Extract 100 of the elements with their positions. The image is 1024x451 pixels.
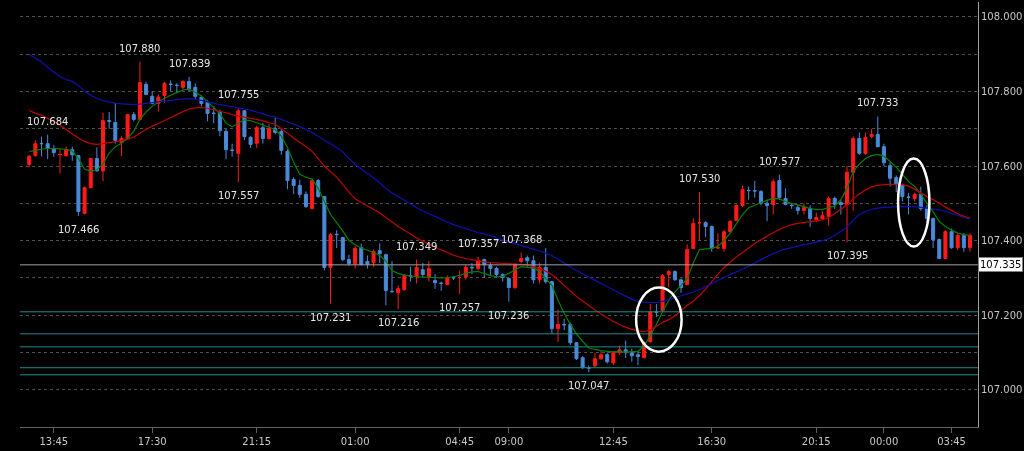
candlestick — [697, 191, 702, 242]
y-tick-label: 107.400 — [981, 235, 1023, 247]
candlestick — [322, 195, 327, 271]
candlestick — [869, 128, 874, 138]
candlestick — [715, 232, 720, 250]
candlestick — [961, 232, 966, 253]
candlestick — [365, 255, 370, 270]
candlestick — [746, 186, 751, 201]
candlestick — [76, 154, 81, 217]
candlestick — [113, 102, 118, 145]
candlestick — [758, 189, 763, 206]
candlestick — [469, 262, 474, 275]
candlestick — [27, 154, 32, 168]
candlestick — [556, 309, 561, 343]
candlestick — [845, 165, 850, 243]
candlestick — [297, 179, 302, 199]
annotation: 107.357 — [458, 238, 500, 249]
candlestick — [168, 79, 173, 92]
candlestick — [801, 202, 806, 215]
candlestick — [396, 284, 401, 310]
candlestick — [310, 179, 315, 210]
candlestick — [254, 125, 259, 149]
annotation: 107.755 — [218, 89, 260, 100]
candlestick — [795, 204, 800, 215]
annotation: 107.577 — [759, 156, 801, 167]
x-tick-label: 12:45 — [598, 436, 628, 447]
candlestick — [267, 123, 272, 141]
candlestick — [371, 249, 376, 268]
candlestick — [303, 190, 308, 209]
candlestick — [107, 111, 112, 130]
candlestick — [383, 253, 388, 306]
candlestick — [666, 269, 671, 288]
x-tick-label: 17:30 — [137, 436, 167, 447]
candlestick — [771, 178, 776, 215]
x-tick-label: 04:45 — [445, 436, 475, 447]
y-tick-label: 107.600 — [981, 160, 1023, 172]
candlestick — [685, 243, 690, 286]
candlestick — [881, 143, 886, 167]
candlestick — [439, 281, 444, 292]
candlestick — [912, 192, 917, 202]
candlestick — [223, 128, 228, 160]
candlestick — [808, 204, 813, 228]
candlestick — [672, 269, 677, 282]
candlestick — [334, 229, 339, 249]
annotation: 107.839 — [169, 58, 211, 69]
y-tick-label: 107.200 — [981, 309, 1023, 321]
candlestick — [353, 245, 358, 270]
candlestick — [814, 212, 819, 223]
candlestick — [943, 229, 948, 260]
y-tick-label: 108.000 — [981, 11, 1023, 23]
line-series — [28, 53, 971, 304]
candlestick — [39, 136, 44, 157]
candlestick — [340, 236, 345, 262]
candlestick — [851, 135, 856, 212]
candlestick — [703, 220, 708, 238]
x-tick-label: 16:30 — [697, 436, 727, 447]
candlestick — [174, 82, 179, 94]
candlestick — [525, 255, 530, 268]
candlestick — [144, 81, 149, 96]
candlestick — [857, 131, 862, 156]
annotation: 107.880 — [119, 43, 161, 54]
candlestick — [33, 139, 38, 158]
annotation: 107.047 — [568, 380, 610, 391]
candlestick — [45, 134, 50, 160]
annotation: 107.368 — [501, 234, 543, 245]
x-tick-label: 00:00 — [869, 436, 899, 447]
annotation: 107.216 — [378, 317, 420, 328]
x-tick-label: 09:00 — [494, 436, 524, 447]
candlestick — [88, 157, 93, 189]
candlestick — [131, 111, 136, 122]
annotation: 107.349 — [396, 241, 438, 252]
candlestick — [955, 233, 960, 251]
candlestick — [752, 180, 757, 199]
y-tick-label: 107.000 — [981, 384, 1023, 396]
candlestick — [260, 122, 265, 145]
candlestick — [82, 186, 87, 215]
candlestick — [137, 61, 142, 122]
candlestick — [445, 275, 450, 286]
candlestick — [629, 348, 634, 363]
candlestick — [635, 350, 640, 366]
candlestick — [777, 174, 782, 201]
candlestick — [599, 350, 604, 361]
candlestick — [433, 273, 438, 290]
annotation: 107.395 — [827, 250, 869, 261]
x-tick-label: 03:45 — [937, 436, 966, 447]
candlestick — [592, 352, 597, 368]
candlestick — [230, 143, 235, 158]
x-tick-label: 20:15 — [801, 436, 831, 447]
annotation: 107.557 — [218, 190, 260, 201]
candlestick — [162, 81, 167, 104]
candlestick — [549, 280, 554, 335]
candlestick — [451, 275, 456, 281]
candlestick — [931, 216, 936, 249]
candlestick — [691, 217, 696, 250]
candlestick — [863, 131, 868, 156]
candlestick — [506, 277, 511, 303]
candlestick — [390, 260, 395, 294]
annotation: 107.733 — [857, 97, 899, 108]
candlestick — [236, 107, 241, 183]
annotation: 107.530 — [679, 173, 721, 184]
